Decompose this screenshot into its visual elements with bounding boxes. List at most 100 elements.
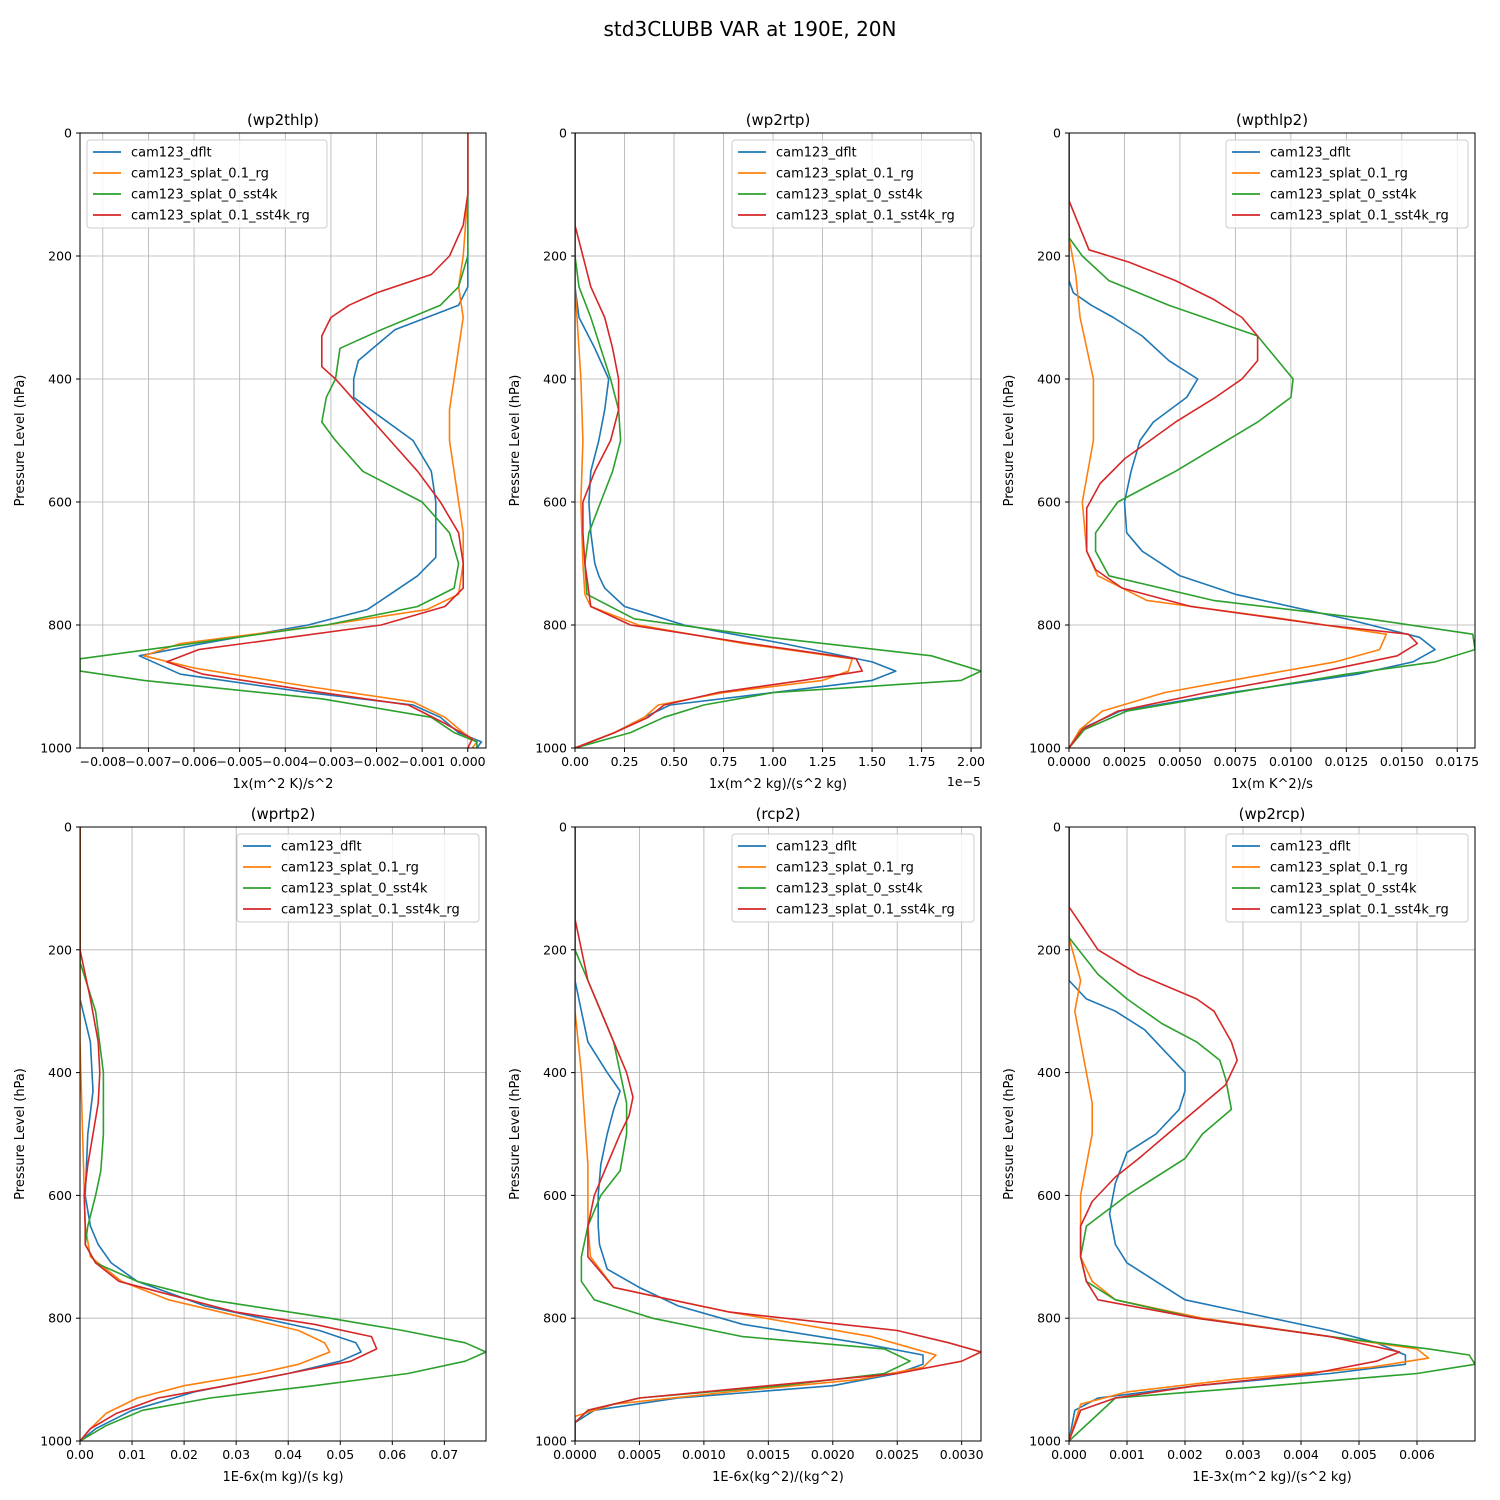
x-tick-label: 0.0000 bbox=[553, 1447, 597, 1462]
y-tick-label: 800 bbox=[543, 618, 567, 633]
x-tick-label: −0.001 bbox=[399, 754, 445, 769]
x-tick-label: 1.50 bbox=[858, 754, 886, 769]
panel-title: (wp2thlp) bbox=[247, 111, 319, 129]
series-line-1 bbox=[575, 827, 924, 1441]
x-tick-label: 0.0025 bbox=[1103, 754, 1147, 769]
series-line-3 bbox=[80, 133, 478, 748]
y-tick-label: 400 bbox=[543, 1065, 567, 1080]
y-tick-label: 800 bbox=[1037, 618, 1061, 633]
series-line-4 bbox=[80, 827, 378, 1441]
y-tick-label: 400 bbox=[1037, 1065, 1061, 1080]
y-tick-label: 800 bbox=[48, 1311, 72, 1326]
x-tick-label: 0.0125 bbox=[1324, 754, 1368, 769]
x-tick-label: 0.004 bbox=[1283, 1447, 1319, 1462]
x-tick-label: 0.04 bbox=[274, 1447, 302, 1462]
panel-title: (wp2rcp) bbox=[1239, 805, 1306, 823]
x-tick-label: 0.006 bbox=[1399, 1447, 1435, 1462]
x-tick-label: 0.03 bbox=[222, 1447, 250, 1462]
series-line-2 bbox=[575, 133, 854, 748]
x-tick-label: −0.004 bbox=[262, 754, 308, 769]
legend: cam123_dflt cam123_splat_0.1_rg cam123_spl… bbox=[86, 139, 328, 229]
chart-panel-5: 0.0000 0.0005 0.0010 0.0015 0.0020 0.0025 0.00… bbox=[508, 805, 984, 1485]
x-axis-label: 1E-6x(m kg)/(s kg) bbox=[222, 1470, 343, 1485]
x-tick-label: 0.0050 bbox=[1158, 754, 1202, 769]
x-tick-label: 0.75 bbox=[710, 754, 738, 769]
y-tick-label: 800 bbox=[1037, 1311, 1061, 1326]
x-tick-label: 0.01 bbox=[118, 1447, 146, 1462]
chart-panel-3: 0.0000 0.0025 0.0050 0.0075 0.0100 0.0125 0.01… bbox=[1002, 111, 1479, 792]
x-tick-label: 0.02 bbox=[170, 1447, 198, 1462]
x-tick-label: 0.0100 bbox=[1269, 754, 1313, 769]
legend-label-2: cam123_splat_0.1_rg bbox=[281, 861, 419, 876]
x-axis-label: 1x(m^2 kg)/(s^2 kg) bbox=[709, 777, 847, 792]
legend-label-2: cam123_splat_0.1_rg bbox=[776, 167, 914, 182]
y-tick-label: 0 bbox=[1053, 126, 1061, 141]
x-tick-label: 0.00 bbox=[561, 754, 589, 769]
x-tick-label: 0.0150 bbox=[1380, 754, 1424, 769]
x-tick-label: 0.06 bbox=[378, 1447, 406, 1462]
x-tick-label: 0.05 bbox=[326, 1447, 354, 1462]
chart-panel-2: 0.00 0.25 0.50 0.75 1.00 1.25 1.50 1.75 2.00 0 200… bbox=[508, 111, 985, 792]
y-tick-label: 1000 bbox=[40, 1434, 72, 1449]
y-tick-label: 200 bbox=[48, 942, 72, 957]
y-axis-label: Pressure Level (hPa) bbox=[1002, 1068, 1017, 1200]
x-tick-label: −0.003 bbox=[308, 754, 354, 769]
x-tick-label: 1.25 bbox=[809, 754, 837, 769]
legend-label-4: cam123_splat_0.1_sst4k_rg bbox=[131, 209, 310, 224]
figure-title: std3CLUBB VAR at 190E, 20N bbox=[604, 17, 897, 41]
y-tick-label: 0 bbox=[559, 820, 567, 835]
y-tick-label: 600 bbox=[48, 495, 72, 510]
legend-label-2: cam123_splat_0.1_rg bbox=[1270, 861, 1408, 876]
series-line-4 bbox=[165, 133, 474, 748]
y-axis-label: Pressure Level (hPa) bbox=[1002, 375, 1017, 507]
legend-label-4: cam123_splat_0.1_sst4k_rg bbox=[776, 903, 955, 918]
x-tick-label: 0.0010 bbox=[682, 1447, 726, 1462]
legend-label-1: cam123_dflt bbox=[281, 840, 362, 855]
panel-title: (wp2rtp) bbox=[746, 111, 811, 129]
y-axis-label: Pressure Level (hPa) bbox=[13, 375, 28, 507]
x-tick-label: −0.008 bbox=[80, 754, 126, 769]
legend-label-3: cam123_splat_0_sst4k bbox=[776, 882, 923, 897]
series-group bbox=[1069, 827, 1475, 1441]
legend-label-4: cam123_splat_0.1_sst4k_rg bbox=[776, 209, 955, 224]
legend-label-3: cam123_splat_0_sst4k bbox=[1270, 188, 1417, 203]
x-axis-label: 1x(m^2 K)/s^2 bbox=[233, 777, 334, 792]
legend-box bbox=[86, 139, 328, 229]
panel-title: (wpthlp2) bbox=[1236, 111, 1308, 129]
legend-label-2: cam123_splat_0.1_rg bbox=[776, 861, 914, 876]
legend: cam123_dflt cam123_splat_0.1_rg cam123_spl… bbox=[1225, 833, 1469, 923]
plot-frame bbox=[79, 132, 487, 749]
y-axis-label: Pressure Level (hPa) bbox=[508, 1068, 523, 1200]
series-line-3 bbox=[1069, 133, 1475, 748]
legend-box bbox=[236, 833, 480, 923]
legend-label-4: cam123_splat_0.1_sst4k_rg bbox=[281, 903, 460, 918]
y-tick-label: 0 bbox=[64, 126, 72, 141]
x-tick-label: −0.002 bbox=[353, 754, 399, 769]
x-tick-label: 0.0000 bbox=[1047, 754, 1091, 769]
y-tick-label: 0 bbox=[1053, 820, 1061, 835]
series-group bbox=[575, 133, 981, 748]
chart-panel-1: −0.008 −0.007 −0.006 −0.005 −0.004 −0.003 −0.0… bbox=[13, 111, 487, 792]
x-tick-label: 0.003 bbox=[1225, 1447, 1261, 1462]
y-tick-label: 1000 bbox=[40, 741, 72, 756]
series-line-2 bbox=[1069, 133, 1388, 748]
x-tick-label: 0.0075 bbox=[1214, 754, 1258, 769]
x-tick-label: 0.000 bbox=[450, 754, 486, 769]
x-tick-label: −0.007 bbox=[125, 754, 171, 769]
series-group bbox=[575, 827, 981, 1441]
x-axis-label: 1E-6x(kg^2)/(kg^2) bbox=[712, 1470, 844, 1485]
y-tick-label: 200 bbox=[48, 249, 72, 264]
plot-frame bbox=[574, 132, 982, 749]
legend: cam123_dflt cam123_splat_0.1_rg cam123_spl… bbox=[1225, 139, 1469, 229]
panel-title: (rcp2) bbox=[756, 805, 801, 823]
legend: cam123_dflt cam123_splat_0.1_rg cam123_spl… bbox=[236, 833, 480, 923]
y-axis-label: Pressure Level (hPa) bbox=[508, 375, 523, 507]
x-tick-label: 0.25 bbox=[611, 754, 639, 769]
y-tick-label: 600 bbox=[543, 1188, 567, 1203]
legend-label-1: cam123_dflt bbox=[1270, 840, 1351, 855]
legend-label-3: cam123_splat_0_sst4k bbox=[1270, 882, 1417, 897]
legend-label-4: cam123_splat_0.1_sst4k_rg bbox=[1270, 903, 1449, 918]
legend-label-1: cam123_dflt bbox=[131, 146, 212, 161]
series-line-3 bbox=[80, 827, 486, 1441]
plot-frame bbox=[574, 826, 982, 1442]
